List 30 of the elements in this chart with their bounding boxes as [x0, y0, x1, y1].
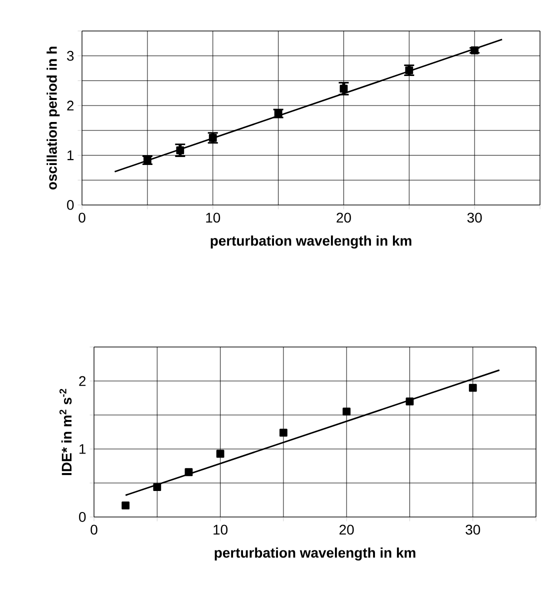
y-axis-title: oscillation period in h	[46, 46, 60, 190]
point	[342, 408, 350, 416]
point	[143, 156, 152, 164]
x-axis-title: perturbation wavelength in km	[210, 235, 412, 249]
x-tick-label: 10	[213, 524, 228, 535]
point	[279, 428, 288, 437]
x-tick-label: 30	[465, 524, 480, 535]
point	[340, 84, 348, 93]
y-tick-label: 2	[67, 100, 74, 110]
point	[176, 146, 184, 154]
point	[470, 46, 478, 54]
y-tick-label: 3	[66, 50, 74, 61]
y-tick-label: 2	[79, 376, 86, 386]
point	[121, 501, 130, 510]
y-tick-label: 1	[67, 150, 74, 160]
point	[406, 397, 414, 406]
point	[153, 483, 161, 492]
x-tick-label: 20	[339, 524, 354, 535]
point	[184, 468, 193, 476]
x-tick-label: 10	[206, 212, 220, 223]
x-axis-title: perturbation wavelength in km	[214, 547, 416, 561]
x-tick-label: 0	[90, 524, 98, 535]
y-tick-label: 0	[66, 200, 74, 210]
x-tick-label: 30	[467, 212, 482, 223]
x-tick-label: 20	[336, 212, 351, 223]
y-axis-title: IDE* in m$^{2}$ s$^{-2}$	[59, 388, 72, 476]
point	[468, 384, 477, 392]
y-tick-label: 0	[78, 512, 86, 522]
point	[216, 450, 224, 458]
y-tick-label: 1	[79, 444, 86, 454]
